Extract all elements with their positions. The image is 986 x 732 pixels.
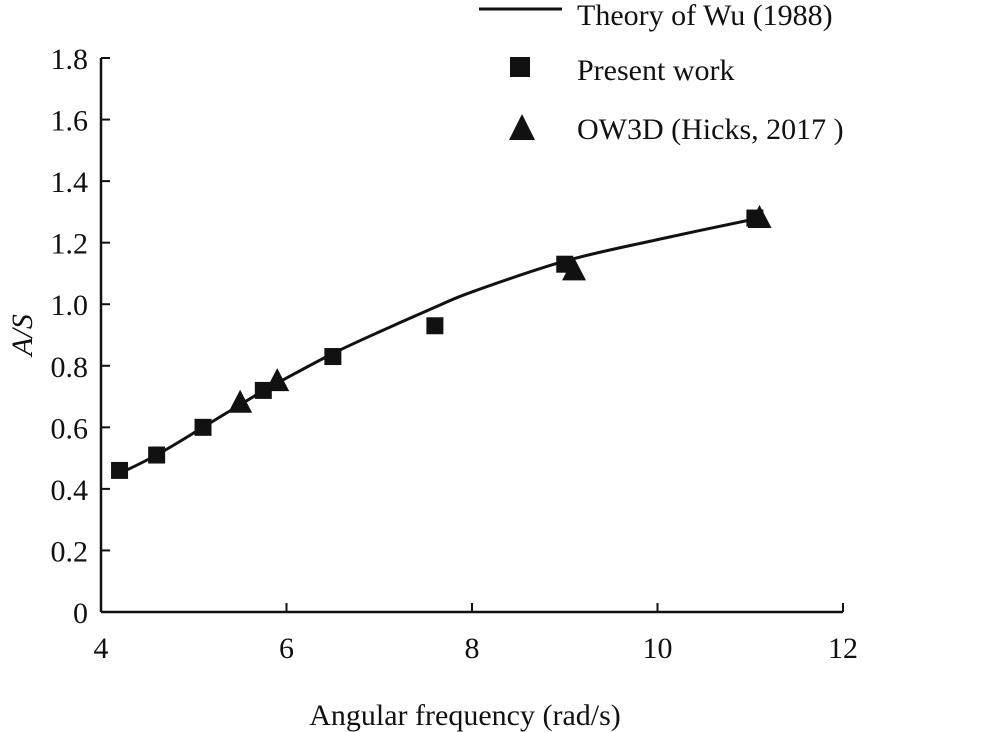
legend-label-ow3d: OW3D (Hicks, 2017 ) xyxy=(577,113,844,146)
plot-area xyxy=(111,205,772,479)
y-tick-label: 1.6 xyxy=(51,105,89,138)
present-work-point xyxy=(148,446,166,464)
present-work-point xyxy=(426,317,444,335)
theory-curve xyxy=(118,216,760,475)
present-work-point xyxy=(324,348,342,366)
legend-square-symbol xyxy=(510,57,530,77)
y-ticks: 0 0.2 0.4 0.6 0.8 1.0 1.2 1.4 1.6 1.8 xyxy=(51,43,110,630)
present-work-point xyxy=(111,461,129,479)
legend-label-theory: Theory of Wu (1988) xyxy=(577,0,833,32)
ow3d-point xyxy=(265,368,290,392)
legend: Theory of Wu (1988) Present work OW3D (H… xyxy=(479,0,844,146)
y-tick-label: 0.2 xyxy=(51,535,89,568)
y-tick-label: 1.0 xyxy=(51,289,89,322)
x-tick-label: 6 xyxy=(279,632,294,665)
y-tick-label: 0.8 xyxy=(51,351,89,384)
legend-triangle-symbol xyxy=(509,114,535,140)
y-tick-label: 1.4 xyxy=(51,166,89,199)
ow3d-point xyxy=(228,389,253,413)
y-tick-label: 0 xyxy=(73,597,88,630)
y-tick-label: 0.4 xyxy=(51,474,89,507)
x-ticks: 4 6 8 10 12 xyxy=(94,603,858,665)
present-work-point xyxy=(194,418,212,436)
x-tick-label: 10 xyxy=(643,632,673,665)
y-tick-label: 1.2 xyxy=(51,228,89,261)
x-tick-label: 12 xyxy=(828,632,858,665)
present-work-point xyxy=(254,381,272,399)
y-tick-label: 1.8 xyxy=(51,43,89,76)
x-axis-label: Angular frequency (rad/s) xyxy=(309,699,621,732)
legend-label-present: Present work xyxy=(577,54,734,87)
y-axis-label: A/S xyxy=(6,314,39,358)
ow3d-point xyxy=(747,205,772,229)
x-tick-label: 4 xyxy=(94,632,109,665)
ow3d-point xyxy=(562,257,587,281)
y-tick-label: 0.6 xyxy=(51,412,89,445)
x-tick-label: 8 xyxy=(465,632,480,665)
